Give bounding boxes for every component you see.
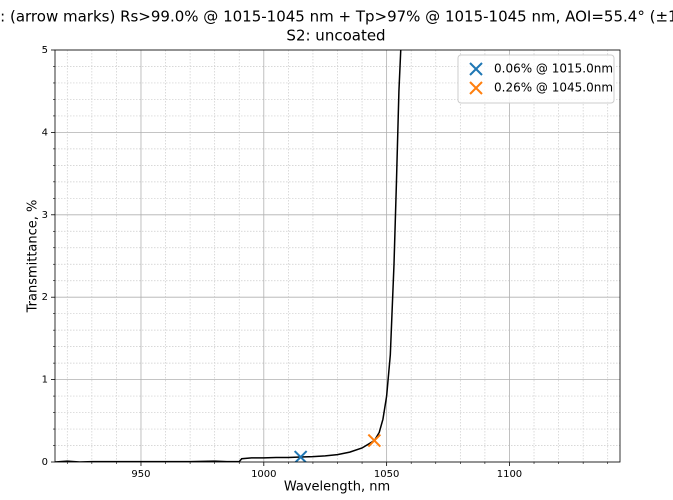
marker-stroke xyxy=(367,433,382,448)
legend-label: 0.26% @ 1045.0nm xyxy=(494,81,613,95)
x-axis-label: Wavelength, nm xyxy=(284,480,390,495)
x-marker xyxy=(469,62,483,76)
x-tick-label: 1000 xyxy=(251,469,276,480)
chart-subtitle: S2: uncoated xyxy=(286,27,385,45)
plot-frame xyxy=(54,49,621,463)
x-tick-label: 950 xyxy=(131,469,150,480)
marker-stroke xyxy=(469,62,483,76)
x-tick-label: 1100 xyxy=(497,469,522,480)
plot-area xyxy=(55,50,402,462)
chart-title: S1: (arrow marks) Rs>99.0% @ 1015-1045 n… xyxy=(0,8,673,26)
x-marker xyxy=(293,450,308,462)
y-tick-label: 1 xyxy=(42,375,48,386)
y-tick-label: 3 xyxy=(42,210,48,221)
y-tick-label: 0 xyxy=(42,457,48,468)
legend-label: 0.06% @ 1015.0nm xyxy=(494,62,613,76)
y-tick-label: 4 xyxy=(42,127,48,138)
marker-stroke xyxy=(469,81,483,95)
x-marker xyxy=(469,81,483,95)
x-tick-label: 1050 xyxy=(374,469,399,480)
data-line xyxy=(55,50,402,462)
y-axis-label: Transmittance, % xyxy=(26,200,41,314)
legend-box xyxy=(457,54,615,104)
y-tick-label: 2 xyxy=(42,292,48,303)
y-tick-label: 5 xyxy=(42,45,48,56)
x-marker xyxy=(367,433,382,448)
marker-stroke xyxy=(294,450,308,462)
